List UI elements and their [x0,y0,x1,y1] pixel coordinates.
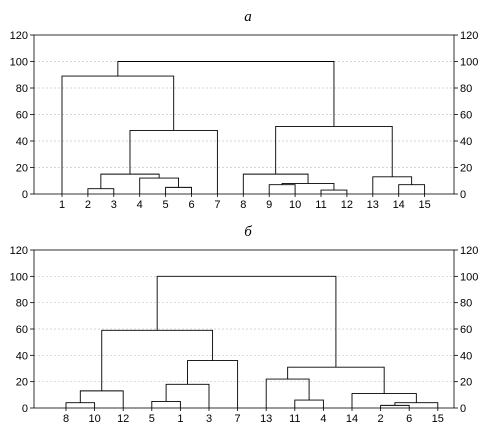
leaf-label: 6 [406,413,412,425]
y-tick-label-left: 20 [16,377,28,389]
dendrogram-link [151,400,181,408]
y-tick-label-left: 0 [22,403,28,415]
leaf-label: 6 [188,199,194,211]
dendrogram-link [265,378,310,408]
leaf-label: 15 [418,199,430,211]
dendrogram-link [65,402,96,408]
dendrogram-link [165,383,210,408]
dendrogram-link [79,390,124,408]
leaf-label: 14 [346,413,358,425]
y-tick-label-left: 80 [16,298,28,310]
y-tick-label-right: 60 [460,324,472,336]
y-tick-label-left: 60 [16,324,28,336]
y-tick-label-right: 80 [460,83,472,95]
y-tick-label-left: 60 [16,110,28,122]
leaf-label: 15 [432,413,444,425]
leaf-label: 11 [315,199,326,211]
dendrogram-link [101,329,214,391]
leaf-label: 11 [289,413,300,425]
panel-title-b: б [244,224,252,240]
y-tick-label-right: 20 [460,377,472,389]
y-tick-label-left: 100 [10,271,28,283]
leaf-label: 7 [235,413,241,425]
leaf-label: 2 [378,413,384,425]
dendrogram-link [87,188,115,194]
leaf-label: 4 [137,199,143,211]
dendrogram-link [242,173,309,194]
y-tick-label-left: 40 [16,136,28,148]
dendrogram-link [61,75,175,194]
dendrogram-link [320,189,348,194]
leaf-label: 14 [393,199,405,211]
y-tick-label-left: 120 [10,245,28,257]
y-tick-label-right: 60 [460,110,472,122]
y-tick-label-left: 80 [16,83,28,95]
dendrogram-link [117,61,335,127]
y-tick-label-left: 20 [16,163,28,175]
leaf-label: 8 [240,199,246,211]
leaf-label: 1 [59,199,65,211]
leaf-label: 9 [266,199,272,211]
leaf-label: 5 [163,199,169,211]
dendrogram-link [268,184,296,194]
leaf-label: 5 [149,413,155,425]
y-tick-label-left: 0 [22,189,28,201]
dendrogram-link [380,404,410,408]
y-tick-label-right: 40 [460,136,472,148]
y-tick-label-left: 120 [10,30,28,42]
dendrogram-link [294,399,324,408]
y-tick-label-right: 20 [460,163,472,175]
dendrogram-link [100,173,160,189]
plot-frame [33,249,455,409]
dendrogram-link [287,366,385,394]
y-tick-label-left: 100 [10,57,28,69]
y-tick-label-right: 120 [460,245,478,257]
y-tick-label-right: 40 [460,350,472,362]
y-tick-label-right: 100 [460,271,478,283]
dendrogram-link [351,393,417,408]
leaf-label: 4 [320,413,326,425]
leaf-label: 8 [63,413,69,425]
dendrogram-link [129,129,218,194]
dendrogram-link [398,184,426,194]
y-tick-label-right: 80 [460,298,472,310]
y-tick-label-right: 0 [460,189,466,201]
leaf-label: 12 [341,199,353,211]
leaf-label: 1 [177,413,183,425]
y-tick-label-right: 100 [460,57,478,69]
dendrogram-link [372,176,413,194]
leaf-label: 12 [117,413,129,425]
leaf-label: 10 [88,413,100,425]
dendrogram-link [139,177,179,194]
dendrogram-link [275,125,393,177]
dendrogram-link [165,186,192,194]
leaf-label: 3 [111,199,117,211]
plot-frame [33,34,455,195]
leaf-label: 7 [214,199,220,211]
leaf-label: 13 [367,199,379,211]
dendrogram-link [156,275,337,368]
y-tick-label-right: 0 [460,403,466,415]
y-tick-label-left: 40 [16,350,28,362]
leaf-label: 3 [206,413,212,425]
y-tick-label-right: 120 [460,30,478,42]
leaf-label: 13 [260,413,272,425]
leaf-label: 10 [289,199,301,211]
leaf-label: 2 [85,199,91,211]
panel-title-a: а [244,9,252,25]
